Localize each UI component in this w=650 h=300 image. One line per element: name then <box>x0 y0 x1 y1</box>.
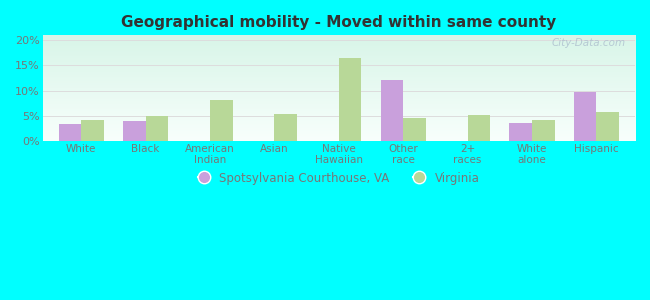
Bar <box>596 112 619 141</box>
Bar <box>210 100 233 141</box>
Title: Geographical mobility - Moved within same county: Geographical mobility - Moved within sam… <box>121 15 556 30</box>
Bar <box>574 92 596 141</box>
Bar <box>339 58 361 141</box>
Bar <box>532 120 554 141</box>
Bar <box>467 115 490 141</box>
Bar <box>58 124 81 141</box>
Bar <box>403 118 426 141</box>
Legend: Spotsylvania Courthouse, VA, Virginia: Spotsylvania Courthouse, VA, Virginia <box>194 167 484 190</box>
Bar <box>274 114 297 141</box>
Bar <box>510 123 532 141</box>
Bar <box>123 121 146 141</box>
Bar <box>146 116 168 141</box>
Bar <box>381 80 403 141</box>
Bar <box>81 120 104 141</box>
Text: City-Data.com: City-Data.com <box>552 38 626 49</box>
